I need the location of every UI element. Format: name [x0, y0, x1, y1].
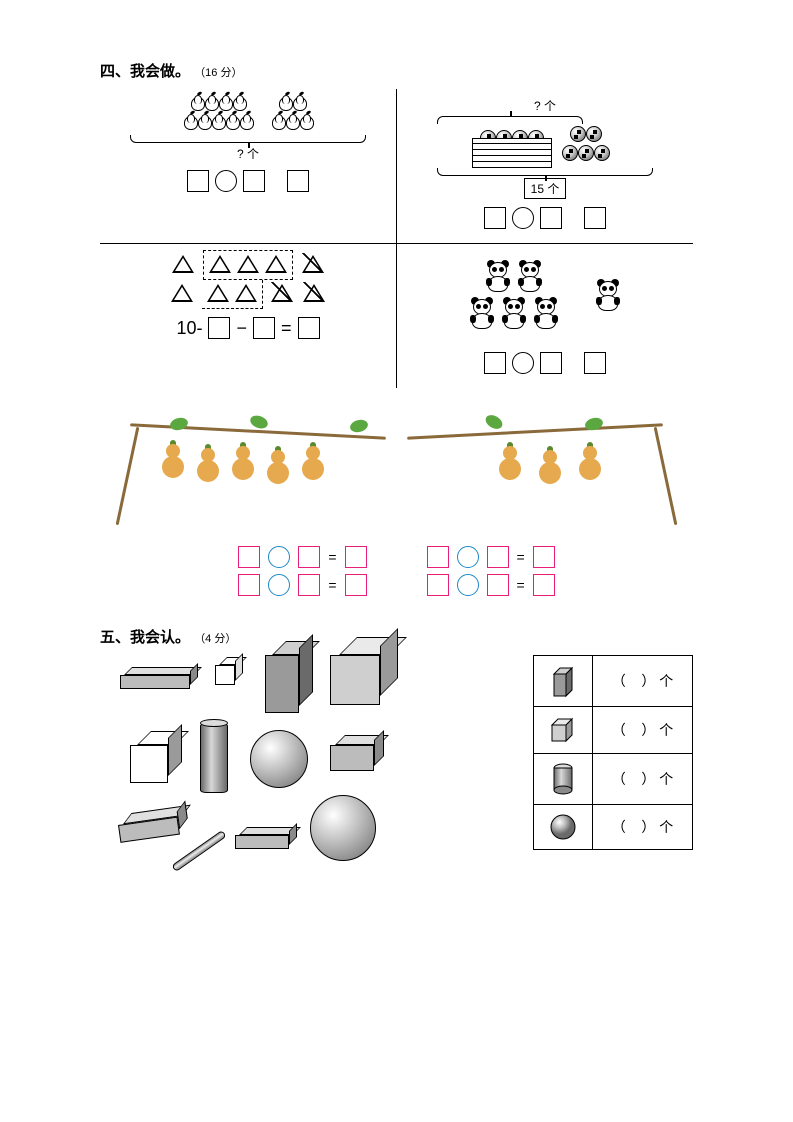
answer-box[interactable] [238, 574, 260, 596]
equals-sign: = [517, 577, 525, 593]
q2-unknown: ? 个 [407, 97, 683, 114]
equals-sign: = [517, 549, 525, 565]
shape-icon-sphere [534, 805, 593, 850]
table-row: （ ） 个 [534, 656, 693, 707]
q3-cell: 10- − = [100, 244, 397, 389]
answer-box[interactable] [533, 546, 555, 568]
q1-cell: ? 个 [100, 89, 397, 244]
section4-points: （16 分） [194, 67, 242, 79]
q1-answer [110, 170, 386, 192]
answer-box[interactable] [345, 546, 367, 568]
equals-sign: = [281, 318, 292, 339]
answer-box[interactable] [243, 170, 265, 192]
table-row: （ ） 个 [534, 805, 693, 850]
gourd-eq-row1: = = [100, 546, 693, 568]
operator-circle[interactable] [512, 207, 534, 229]
q1-brace [130, 135, 366, 143]
pear-group-left [183, 95, 253, 133]
section4-title-text: 四、我会做。 [100, 63, 190, 80]
answer-box[interactable] [540, 207, 562, 229]
answer-box[interactable] [238, 546, 260, 568]
answer-box[interactable] [533, 574, 555, 596]
answer-box[interactable] [487, 546, 509, 568]
count-cell[interactable]: （ ） 个 [593, 707, 693, 754]
panda-groups [407, 260, 683, 334]
answer-box[interactable] [298, 317, 320, 339]
section5-points: （4 分） [194, 633, 236, 645]
count-cell[interactable]: （ ） 个 [593, 656, 693, 707]
answer-box[interactable] [345, 574, 367, 596]
shape-icon-cuboid [534, 656, 593, 707]
operator-circle[interactable] [457, 574, 479, 596]
section5-content: （ ） 个 （ ） 个 （ ） 个 [100, 655, 693, 875]
q2-brace-bottom [437, 168, 653, 176]
triangle-rows [110, 250, 386, 309]
answer-box[interactable] [187, 170, 209, 192]
operator-circle[interactable] [268, 546, 290, 568]
count-cell[interactable]: （ ） 个 [593, 754, 693, 805]
section4-title: 四、我会做。 （16 分） [100, 60, 693, 81]
answer-box[interactable] [584, 352, 606, 374]
answer-box[interactable] [287, 170, 309, 192]
gourd-vine [130, 418, 663, 528]
q4-answer [407, 352, 683, 374]
answer-box[interactable] [208, 317, 230, 339]
gourd-eq-row2: = = [100, 574, 693, 596]
operator-circle[interactable] [512, 352, 534, 374]
ball-crate [480, 126, 544, 164]
operator-circle[interactable] [215, 170, 237, 192]
ball-loose [562, 126, 610, 164]
pear-group-right [271, 95, 313, 133]
q3-equation: 10- − = [110, 317, 386, 339]
answer-box[interactable] [298, 574, 320, 596]
minus-sign: − [236, 318, 247, 339]
table-row: （ ） 个 [534, 707, 693, 754]
equals-sign: = [328, 549, 336, 565]
answer-box[interactable] [253, 317, 275, 339]
q4-cell [397, 244, 694, 389]
operator-circle[interactable] [268, 574, 290, 596]
equals-sign: = [328, 577, 336, 593]
q2-brace-top [437, 116, 583, 124]
table-row: （ ） 个 [534, 754, 693, 805]
count-cell[interactable]: （ ） 个 [593, 805, 693, 850]
answer-box[interactable] [484, 207, 506, 229]
operator-circle[interactable] [457, 546, 479, 568]
q2-total: 15 个 [524, 178, 567, 199]
answer-box[interactable] [484, 352, 506, 374]
q3-prefix: 10- [176, 318, 202, 339]
answer-box[interactable] [487, 574, 509, 596]
answer-box[interactable] [298, 546, 320, 568]
answer-box[interactable] [540, 352, 562, 374]
answer-box[interactable] [427, 574, 449, 596]
count-table: （ ） 个 （ ） 个 （ ） 个 [533, 655, 693, 850]
q2-answer [407, 207, 683, 229]
section5-title-text: 五、我会认。 [100, 629, 190, 646]
section4-grid: ? 个 ? 个 [100, 89, 693, 388]
q2-cell: ? 个 15 个 [397, 89, 694, 244]
shape-icon-cube [534, 707, 593, 754]
answer-box[interactable] [584, 207, 606, 229]
gourd-section: = = = = [100, 418, 693, 596]
shapes-canvas [100, 655, 513, 875]
shape-icon-cylinder [534, 754, 593, 805]
answer-box[interactable] [427, 546, 449, 568]
